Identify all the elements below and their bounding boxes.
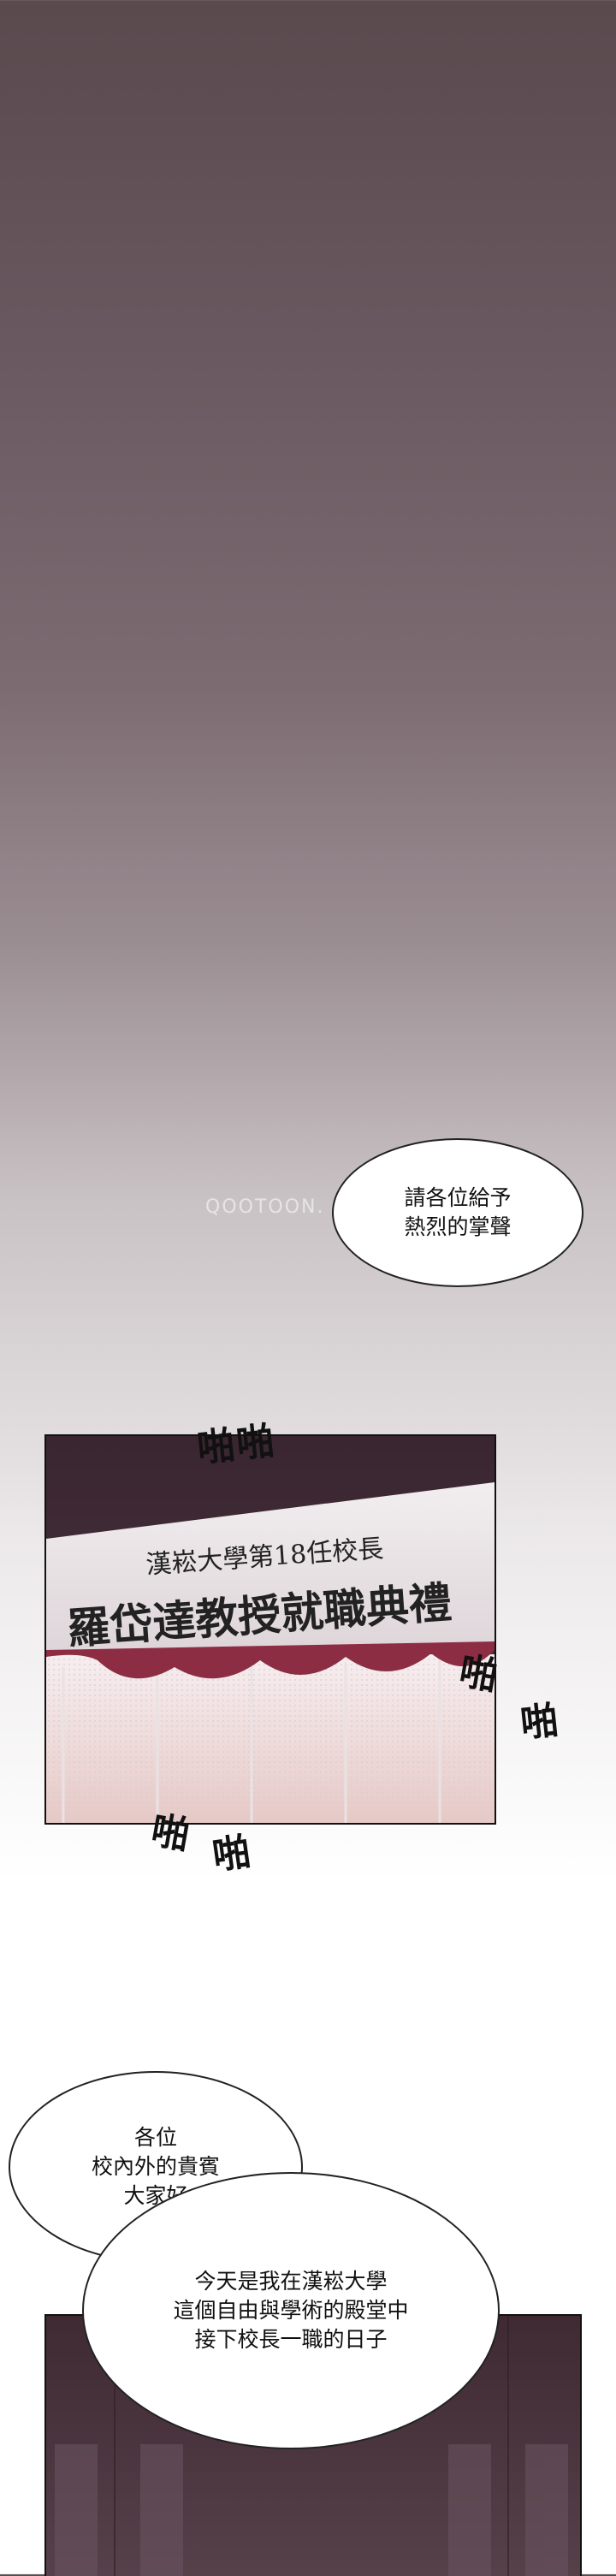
sfx-clap: 啪 xyxy=(518,1698,563,1747)
panel-ceremony-banner: 漢崧大學第18任校長 羅岱達教授就職典禮 xyxy=(44,1434,496,1825)
bubble-text-line: 今天是我在漢崧大學 xyxy=(194,2269,388,2294)
sfx-clap: 啪 xyxy=(456,1649,503,1700)
sfx-clap: 啪啪 xyxy=(195,1419,278,1471)
bubble-text-line: 熱烈的掌聲 xyxy=(404,1214,512,1239)
sfx-clap: 啪 xyxy=(148,1808,195,1859)
bubble-text-line: 校內外的貴賓 xyxy=(91,2154,220,2180)
speech-bubble-speech: 今天是我在漢崧大學 這個自由與學術的殿堂中 接下校長一職的日子 xyxy=(82,2172,500,2449)
bubble-text-line: 這個自由與學術的殿堂中 xyxy=(173,2298,409,2324)
bubble-text-line: 請各位給予 xyxy=(404,1185,512,1211)
bubble-text-line: 各位 xyxy=(133,2125,177,2151)
speech-bubble-applause: 請各位給予 熱烈的掌聲 xyxy=(332,1138,583,1287)
banner-illustration xyxy=(46,1436,495,1823)
sfx-clap: 啪 xyxy=(210,1830,255,1879)
watermark: QOOTOON. xyxy=(205,1196,325,1218)
bubble-text-line: 接下校長一職的日子 xyxy=(194,2326,388,2352)
